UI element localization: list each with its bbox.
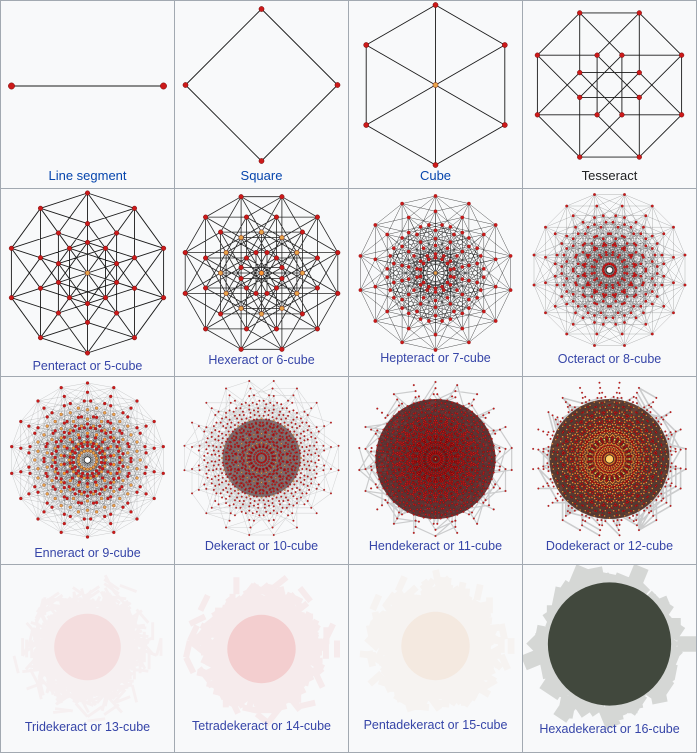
enneract-graph[interactable]	[1, 377, 174, 564]
hendekeract-graph[interactable]	[349, 377, 522, 564]
hypercube-vertices	[182, 6, 341, 164]
gallery-caption[interactable]: Tridekeract or 13-cube	[24, 720, 151, 734]
gallery-caption[interactable]: Dekeract or 10-cube	[204, 539, 319, 553]
center-vertex	[84, 456, 92, 464]
hypercube-vertices	[433, 271, 438, 275]
square-graph[interactable]	[175, 1, 348, 188]
pentadekeract-graph[interactable]	[349, 565, 522, 752]
line-segment-graph[interactable]	[1, 1, 174, 188]
hypercube-vertices	[363, 2, 508, 168]
gallery-caption[interactable]: Hexeract or 6-cube	[208, 353, 315, 367]
penteract-graph[interactable]	[1, 189, 174, 376]
hepteract-graph[interactable]	[349, 189, 522, 376]
gallery-cell-5: Penteract or 5-cube	[0, 188, 175, 377]
cube-graph[interactable]	[349, 1, 522, 188]
hypercube-edges	[184, 196, 339, 350]
hypercube-edges	[184, 380, 339, 536]
dodekeract-graph[interactable]	[523, 377, 696, 564]
gallery-cell-4: Tesseract	[522, 0, 697, 189]
hypercube-vertices	[85, 270, 91, 276]
gallery-cell-16: Hexadekeract or 16-cube	[522, 564, 697, 753]
gallery-caption[interactable]: Dodekeract or 12-cube	[545, 539, 674, 553]
hypercube-vertices	[358, 194, 513, 352]
dense-core	[227, 614, 296, 684]
gallery-caption[interactable]: Hexadekeract or 16-cube	[539, 722, 680, 736]
gallery-cell-9: Enneract or 9-cube	[0, 376, 175, 565]
hypercube-vertices	[33, 406, 142, 514]
hypercube-vertices	[221, 417, 302, 499]
hypercube-vertices	[532, 193, 687, 347]
hypercube-edges	[185, 8, 338, 162]
hypercube-vertices	[8, 190, 167, 356]
hypercube-vertices	[358, 381, 513, 537]
gallery-caption[interactable]: Tetradekeract or 14-cube	[192, 719, 331, 733]
hypercube-vertices	[218, 229, 305, 317]
hypercube-edges	[533, 194, 686, 346]
hypercube-edges	[365, 4, 506, 166]
gallery-cell-2: Square	[174, 0, 349, 189]
hypercube-vertices	[8, 82, 167, 90]
hexadekeract-graph[interactable]	[523, 565, 696, 752]
dense-core	[401, 611, 470, 681]
hypercube-edges	[183, 574, 340, 727]
gallery-cell-7: Hepteract or 7-cube	[348, 188, 523, 377]
gallery-cell-12: Dodekeract or 12-cube	[522, 376, 697, 565]
dense-core	[54, 613, 121, 681]
hypercube-vertices	[10, 381, 165, 539]
gallery-caption[interactable]: Line segment	[48, 168, 127, 183]
hypercube-vertices	[534, 10, 685, 160]
hypercube-vertices	[434, 458, 437, 460]
hypercube-edges	[359, 569, 515, 713]
hypercube-vertices	[260, 457, 263, 459]
octeract-graph[interactable]	[523, 189, 696, 376]
gallery-caption[interactable]: Square	[240, 168, 283, 183]
dense-core	[547, 582, 672, 706]
hypercube-vertices	[549, 399, 670, 519]
tetradekeract-graph[interactable]	[175, 565, 348, 752]
gallery-cell-8: Octeract or 8-cube	[522, 188, 697, 377]
gallery-caption[interactable]: Enneract or 9-cube	[34, 546, 141, 560]
gallery-cell-10: Dekeract or 10-cube	[174, 376, 349, 565]
tesseract-graph[interactable]	[523, 1, 696, 188]
hypercube-edges	[523, 565, 696, 730]
gallery-cell-15: Pentadekeract or 15-cube	[348, 564, 523, 753]
center-vertex	[606, 266, 614, 274]
tridekeract-graph[interactable]	[1, 565, 174, 752]
gallery-cell-13: Tridekeract or 13-cube	[0, 564, 175, 753]
gallery-cell-11: Hendekeract or 11-cube	[348, 376, 523, 565]
gallery-cell-6: Hexeract or 6-cube	[174, 188, 349, 377]
hypercube-edges	[10, 192, 165, 354]
hypercube-vertices	[569, 418, 651, 500]
hypercube-edges	[536, 12, 683, 158]
gallery-caption: Tesseract	[581, 168, 638, 183]
gallery-caption[interactable]: Octeract or 8-cube	[557, 352, 662, 366]
hypercube-vertices	[182, 194, 341, 352]
gallery-caption[interactable]: Hepteract or 7-cube	[380, 351, 491, 365]
hypercube-edges	[12, 574, 163, 723]
gallery-cell-14: Tetradekeract or 14-cube	[174, 564, 349, 753]
gallery-caption[interactable]: Cube	[419, 168, 452, 183]
hexeract-graph[interactable]	[175, 189, 348, 376]
hypercube-vertices	[59, 431, 116, 489]
center-vertex	[605, 454, 614, 464]
hypercube-vertices	[432, 82, 439, 88]
gallery-caption[interactable]: Penteract or 5-cube	[32, 359, 143, 373]
hypercube-edges	[360, 195, 511, 351]
gallery-cell-1: Line segment	[0, 0, 175, 189]
gallery-caption[interactable]: Hendekeract or 11-cube	[368, 539, 503, 553]
gallery-caption[interactable]: Pentadekeract or 15-cube	[363, 718, 508, 732]
dekeract-graph[interactable]	[175, 377, 348, 564]
gallery-cell-3: Cube	[348, 0, 523, 189]
hypercube-vertices	[183, 380, 340, 536]
hypercube-vertices	[259, 270, 265, 276]
